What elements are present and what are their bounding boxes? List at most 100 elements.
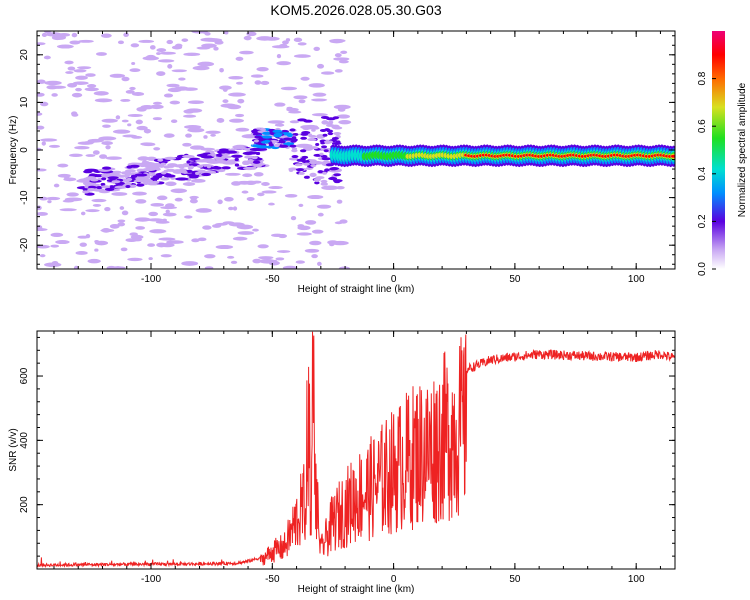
spectrogram-cell — [237, 98, 245, 104]
spectrogram-cell — [185, 133, 192, 138]
spectrogram-cell — [293, 37, 303, 42]
spectrogram-cell — [94, 98, 113, 103]
spectrogram-cell — [44, 80, 62, 86]
spectrogram-cell — [320, 71, 335, 75]
spectrogram-xtick-label: 50 — [509, 274, 521, 285]
spectrogram-cell — [279, 43, 288, 48]
spectrogram-cell — [298, 203, 304, 208]
spectrogram-cell — [311, 113, 328, 117]
spectrogram-cell — [297, 42, 307, 46]
spectrogram-cell — [109, 73, 126, 78]
spectrogram-cell — [251, 155, 258, 160]
spectrogram-cell — [304, 248, 320, 253]
colorbar-tick-label: 0.4 — [697, 166, 708, 180]
spectrogram-cell — [127, 113, 143, 117]
spectrogram-cell — [321, 185, 339, 190]
spectrogram-cell — [320, 182, 328, 186]
spectrogram-cell — [37, 42, 46, 46]
spectrogram-cell — [145, 54, 157, 60]
spectrogram-cell — [256, 66, 269, 72]
colorbar-tick-label: 0.8 — [697, 71, 708, 85]
spectrogram-cell — [37, 211, 48, 216]
spectrogram-cell — [125, 238, 138, 243]
spectrogram-cell — [311, 254, 318, 259]
spectrogram-cell — [137, 156, 150, 161]
spectrogram-cell — [77, 66, 92, 70]
spectrogram-cell — [53, 183, 60, 188]
spectrogram-cell — [174, 197, 183, 202]
spectrogram-cell — [234, 145, 243, 149]
spectrogram-cell — [95, 185, 103, 190]
spectrogram-cell — [105, 156, 123, 160]
spectrogram-cell — [261, 190, 277, 194]
spectrogram-cell — [61, 45, 70, 49]
spectrogram-cell — [239, 50, 254, 55]
spectrogram-cell — [333, 132, 342, 136]
spectrogram-cell — [170, 188, 188, 194]
spectrogram-cell — [256, 36, 274, 41]
snr-panel: -100 -50 0 50 100 200 400 600 Height of straigh… — [8, 330, 676, 595]
spectrogram-cell — [87, 138, 104, 143]
spectrogram-cell — [181, 38, 189, 42]
spectrogram-cell — [296, 232, 312, 236]
spectrogram-cell — [232, 206, 238, 211]
spectrogram-cell — [252, 228, 259, 232]
spectrogram-cell — [62, 199, 75, 203]
spectrogram-cell — [166, 83, 180, 88]
spectrogram-cell — [222, 87, 228, 92]
spectrogram-cell — [75, 75, 88, 80]
spectrogram-cell — [277, 144, 289, 148]
spectrogram-cell — [147, 243, 156, 247]
spectrogram-cell — [126, 177, 133, 182]
snr-xtick-label: -50 — [265, 574, 280, 585]
spectrogram-cell — [257, 244, 269, 249]
spectrogram-cell — [46, 85, 59, 90]
spectrogram-cell — [242, 161, 250, 166]
spectrogram-cell — [211, 166, 223, 170]
spectrogram-cell — [160, 177, 170, 181]
spectrogram-cell — [142, 160, 148, 164]
spectrogram-cell — [146, 156, 157, 161]
spectrogram-cell — [167, 64, 173, 69]
spectrogram-cell — [222, 99, 229, 103]
spectrogram-cell — [80, 211, 86, 216]
spectrogram-cell — [167, 87, 182, 93]
spectrogram-cell — [136, 183, 145, 187]
spectrogram-cell — [73, 69, 87, 73]
spectrogram-cell — [125, 184, 131, 189]
spectrogram-cell — [315, 176, 325, 180]
spectrogram-cell — [258, 256, 274, 260]
spectrogram-cell — [148, 211, 159, 217]
spectrogram-cell — [288, 157, 299, 161]
spectrogram-cell — [92, 150, 100, 155]
spectrogram-cell — [156, 71, 166, 77]
spectrogram-cell — [40, 101, 49, 107]
spectrogram-cell — [333, 104, 351, 110]
spectrogram-cell — [201, 172, 212, 177]
spectrogram-cell — [337, 107, 346, 112]
spectrogram-cell — [182, 87, 198, 91]
spectrogram-cell — [105, 145, 111, 150]
spectrogram-cell — [69, 153, 83, 158]
spectrogram-cell — [333, 180, 341, 184]
spectrogram-cell — [64, 60, 74, 65]
spectrogram-cell — [291, 138, 298, 142]
snr-y-label: SNR (v/v) — [8, 428, 19, 471]
spectrogram-cell — [185, 108, 203, 113]
spectrogram-cell — [216, 118, 225, 123]
spectrogram-cell — [242, 173, 253, 178]
spectrogram-cell — [317, 261, 322, 266]
spectrogram-cell — [335, 140, 341, 144]
spectrogram-cell — [243, 35, 252, 41]
spectrogram-cell — [156, 48, 167, 53]
spectrogram-cell — [115, 170, 122, 175]
spectrogram-cell — [333, 57, 350, 61]
spectrogram-cell — [219, 68, 224, 73]
spectrogram-cell — [159, 51, 176, 55]
spectrogram-cell — [322, 171, 328, 175]
spectrogram-cell — [332, 116, 340, 120]
spectrogram-cell — [289, 120, 300, 124]
spectrogram-cell — [135, 226, 146, 230]
spectrogram-cell — [138, 39, 155, 43]
spectrogram-cell — [149, 229, 167, 234]
